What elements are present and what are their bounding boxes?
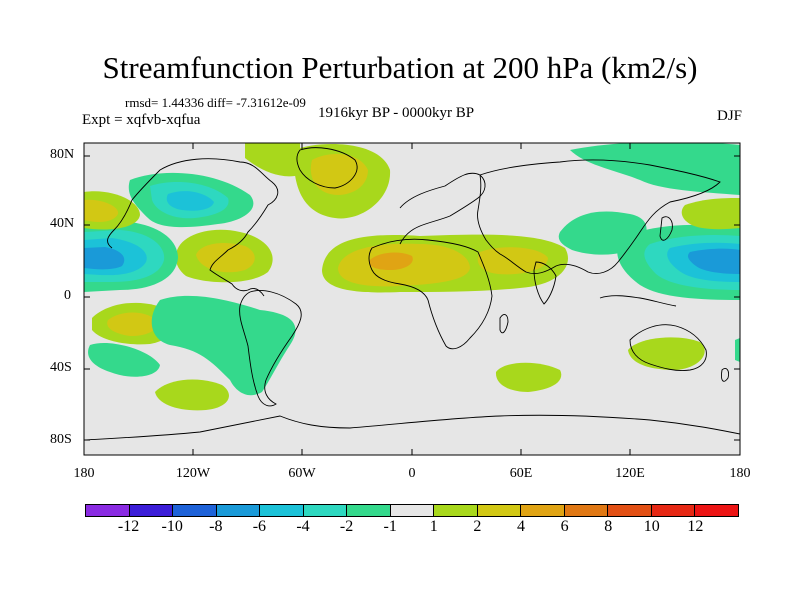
colorbar-swatch (173, 505, 217, 516)
anomaly-southern-indian (495, 362, 562, 392)
colorbar-swatch (608, 505, 652, 516)
colorbar-label: -2 (339, 518, 354, 535)
colorbar-label: 12 (687, 518, 704, 535)
colorbar-label: 6 (560, 518, 569, 535)
anomaly-nw-pacific-core (84, 199, 119, 222)
anomaly-china-neg (558, 211, 647, 255)
colorbar-swatch (564, 505, 609, 516)
lon-tick-180e: 180 (729, 466, 751, 481)
lat-tick-80n: 80N (50, 147, 75, 162)
coast-antarctica (84, 414, 740, 441)
period-label: 1916kyr BP - 0000kyr BP (318, 105, 475, 121)
coast-india (533, 261, 557, 305)
lon-tick-120e: 120E (615, 466, 645, 481)
anomaly-south-pacific-core (107, 312, 157, 336)
colorbar-swatch (129, 505, 174, 516)
colorbar-label: 10 (643, 518, 660, 535)
coast-japan (659, 216, 673, 241)
anomaly-ne-pacific (681, 198, 740, 230)
anomaly-east-pacific-neg4 (84, 247, 125, 270)
colorbar-swatch (695, 505, 738, 516)
experiment-label: Expt = xqfvb-xqfua (82, 112, 201, 128)
colorbar-swatch (86, 505, 130, 516)
colorbar-label: 8 (604, 518, 613, 535)
coast-greenland (296, 147, 358, 189)
colorbar-label: -1 (383, 518, 397, 535)
anomaly-west-pacific-neg4 (688, 248, 740, 274)
anomaly-south-pacific-high (155, 379, 229, 411)
anomaly-right-edge-neg (735, 338, 740, 362)
anomaly-central-america-core (196, 243, 255, 273)
season-label: DJF (716, 108, 742, 124)
colorbar-label: 4 (517, 518, 525, 535)
coast-australia (629, 324, 707, 371)
coast-south-america (239, 290, 302, 407)
colorbar-swatch (477, 505, 522, 516)
colorbar-label: -4 (296, 518, 310, 535)
lon-tick-180w: 180 (73, 466, 95, 481)
colorbar-swatch (260, 505, 304, 516)
lat-tick-40s: 40S (50, 360, 72, 375)
colorbar-swatch (347, 505, 391, 516)
colorbar (85, 504, 739, 517)
coast-asia (477, 159, 721, 275)
lat-tick-80s: 80S (50, 432, 72, 447)
colorbar-swatch (303, 505, 348, 516)
coast-europe (399, 172, 486, 245)
lon-tick-120w: 120W (175, 466, 211, 481)
map-title: Streamfunction Perturbation at 200 hPa (… (102, 50, 698, 85)
anomaly-australia (628, 337, 705, 370)
colorbar-label: -10 (161, 518, 183, 535)
colorbar-swatch (434, 505, 478, 516)
anomaly-south-pacific-neg (88, 342, 160, 377)
colorbar-label: -12 (117, 518, 140, 535)
anomaly-asia-neg (570, 143, 740, 195)
coastlines (84, 147, 740, 441)
colorbar-swatch (216, 505, 261, 516)
colorbar-label: 2 (473, 518, 482, 535)
anomaly-north-america-neg3 (166, 191, 214, 211)
coast-madagascar (499, 314, 509, 334)
lat-tick-40n: 40N (50, 216, 75, 231)
colorbar-swatch (651, 505, 696, 516)
anomaly-north-africa-core (369, 252, 413, 270)
colorbar-label: -8 (209, 518, 223, 535)
coast-indonesia (599, 295, 677, 307)
stats-text: rmsd= 1.44336 diff= -7.31612e-09 (125, 95, 306, 110)
anomaly-arabia-inner (477, 247, 548, 275)
coast-africa (368, 238, 493, 350)
axis-ticks (84, 143, 740, 455)
anomaly-arctic-band (245, 143, 300, 177)
coast-north-america (107, 158, 279, 297)
colorbar-label: -6 (252, 518, 267, 535)
lon-tick-0: 0 (408, 466, 416, 481)
colorbar-swatch (521, 505, 565, 516)
contour-fields (84, 143, 740, 411)
anomaly-north-atlantic-core (310, 154, 368, 195)
colorbar-label: 1 (429, 518, 438, 535)
anomaly-south-america-neg (151, 295, 296, 396)
coast-new-zealand (721, 367, 729, 382)
colorbar-swatch (390, 505, 435, 516)
lat-tick-0: 0 (64, 288, 71, 303)
lon-tick-60w: 60W (288, 466, 316, 481)
lon-tick-60e: 60E (509, 466, 533, 481)
